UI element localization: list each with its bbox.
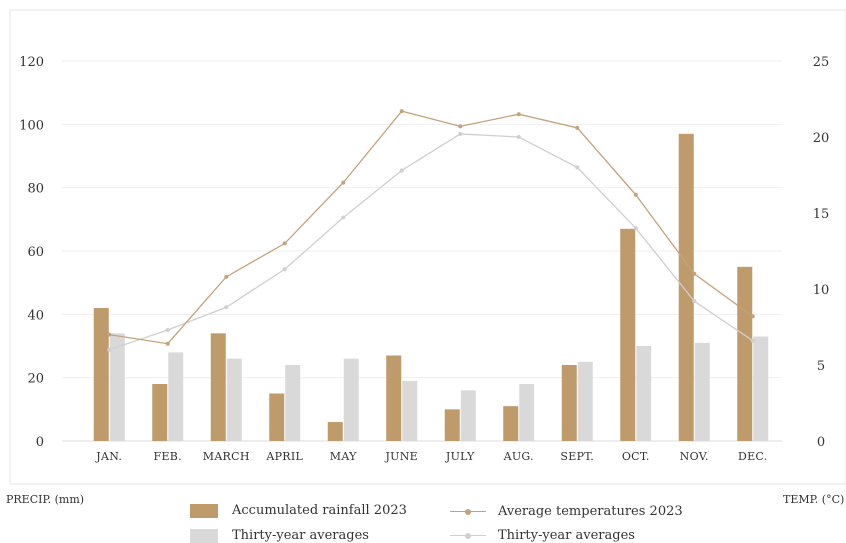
left-tick-label: 80 xyxy=(27,182,44,197)
bar-rainfall-average xyxy=(519,384,535,441)
bar-rainfall-2023 xyxy=(327,422,343,441)
category-label: SEPT. xyxy=(560,450,594,463)
category-label: APRIL xyxy=(265,450,303,463)
bar-rainfall-2023 xyxy=(152,384,168,441)
bar-rainfall-2023 xyxy=(210,333,226,441)
right-tick-label: 5 xyxy=(817,359,825,374)
category-label: NOV. xyxy=(680,450,709,463)
right-tick-label: 10 xyxy=(813,283,830,298)
point-temperature-2023 xyxy=(224,274,229,279)
bar-rainfall-average xyxy=(636,346,652,441)
legend-swatch-rainfall-2023 xyxy=(190,503,218,518)
line-temperature-2023 xyxy=(109,110,754,345)
left-tick-label: 100 xyxy=(19,118,44,133)
point-temperature-average xyxy=(458,131,463,136)
point-temperature-2023 xyxy=(282,241,287,246)
legend-label-rainfall-average: Thirty-year averages xyxy=(232,528,369,543)
line-series xyxy=(107,109,755,352)
bar-rainfall-2023 xyxy=(503,406,519,441)
point-temperature-average xyxy=(633,226,638,231)
category-label: DEC. xyxy=(738,450,768,463)
plot-frame xyxy=(9,9,846,485)
point-temperature-2023 xyxy=(341,180,346,185)
bar-series xyxy=(93,133,769,442)
point-temperature-average xyxy=(341,215,346,220)
legend-swatch-temperature-2023 xyxy=(450,507,486,517)
point-temperature-average xyxy=(692,299,697,304)
point-temperature-2023 xyxy=(516,112,521,117)
left-tick-label: 120 xyxy=(19,55,44,70)
right-axis-ticks: 0 5 10 15 20 25 xyxy=(813,55,830,450)
legend-item-temperature-average: Thirty-year averages xyxy=(450,528,635,543)
category-label: FEB. xyxy=(154,450,182,463)
category-label: JUNE xyxy=(384,450,418,463)
point-temperature-2023 xyxy=(165,341,170,346)
left-tick-label: 20 xyxy=(27,372,44,387)
bar-rainfall-2023 xyxy=(269,393,285,441)
left-axis-ticks: 0 20 40 60 80 100 120 xyxy=(19,55,44,450)
bar-rainfall-average xyxy=(109,333,125,441)
right-tick-label: 0 xyxy=(817,435,825,450)
point-temperature-average xyxy=(750,338,755,343)
bar-rainfall-2023 xyxy=(561,365,577,441)
right-tick-label: 20 xyxy=(813,131,830,146)
left-axis-label: PRECIP. (mm) xyxy=(6,493,85,506)
legend-label-rainfall-2023: Accumulated rainfall 2023 xyxy=(232,503,407,518)
bar-rainfall-average xyxy=(285,365,301,441)
bar-rainfall-average xyxy=(226,358,242,441)
point-temperature-average xyxy=(107,347,112,352)
category-label: JAN. xyxy=(95,450,122,463)
left-tick-label: 60 xyxy=(27,245,44,260)
point-temperature-average xyxy=(575,165,580,170)
bar-rainfall-2023 xyxy=(620,228,636,441)
plot-border xyxy=(9,9,846,485)
point-temperature-2023 xyxy=(107,332,112,337)
legend-item-temperature-2023: Average temperatures 2023 xyxy=(450,504,683,519)
left-tick-label: 0 xyxy=(36,435,44,450)
point-temperature-average xyxy=(516,135,521,139)
bar-rainfall-average xyxy=(343,358,359,441)
bar-rainfall-2023 xyxy=(737,266,753,441)
bar-rainfall-average xyxy=(168,352,184,441)
category-label: MAY xyxy=(330,450,357,463)
legend-item-rainfall-2023: Accumulated rainfall 2023 xyxy=(190,503,407,518)
point-temperature-2023 xyxy=(750,314,755,319)
category-label: AUG. xyxy=(503,450,534,463)
point-temperature-2023 xyxy=(633,192,638,197)
point-temperature-average xyxy=(224,305,229,310)
category-labels: JAN. FEB. MARCH APRIL MAY JUNE JULY AUG. SEPT. OC… xyxy=(95,450,767,463)
bar-rainfall-2023 xyxy=(93,308,109,441)
bar-rainfall-2023 xyxy=(444,409,460,441)
line-temperature-average xyxy=(109,133,754,351)
point-temperature-2023 xyxy=(692,271,697,276)
legend-item-rainfall-average: Thirty-year averages xyxy=(190,528,369,543)
category-label: OCT. xyxy=(622,450,650,463)
right-tick-label: 25 xyxy=(813,55,830,70)
bar-rainfall-average xyxy=(753,336,769,441)
legend-label-temperature-average: Thirty-year averages xyxy=(498,528,635,543)
category-label: MARCH xyxy=(203,450,250,463)
left-tick-label: 40 xyxy=(27,308,44,323)
bar-rainfall-average xyxy=(402,380,418,441)
point-temperature-average xyxy=(282,267,287,272)
bar-rainfall-average xyxy=(694,342,710,441)
point-temperature-average xyxy=(399,168,404,173)
category-label: JULY xyxy=(445,450,475,463)
bar-rainfall-2023 xyxy=(386,355,402,441)
point-temperature-average xyxy=(165,328,170,333)
bar-rainfall-2023 xyxy=(678,133,694,442)
point-temperature-2023 xyxy=(458,124,463,129)
point-temperature-2023 xyxy=(575,125,580,130)
right-axis-label: TEMP. (°C) xyxy=(783,493,845,506)
legend-label-temperature-2023: Average temperatures 2023 xyxy=(498,504,683,519)
bar-rainfall-average xyxy=(460,390,476,441)
right-tick-label: 15 xyxy=(813,207,830,222)
bar-rainfall-average xyxy=(577,361,593,441)
legend-swatch-rainfall-average xyxy=(190,528,218,543)
point-temperature-2023 xyxy=(399,109,404,114)
legend-swatch-temperature-average xyxy=(450,531,486,541)
